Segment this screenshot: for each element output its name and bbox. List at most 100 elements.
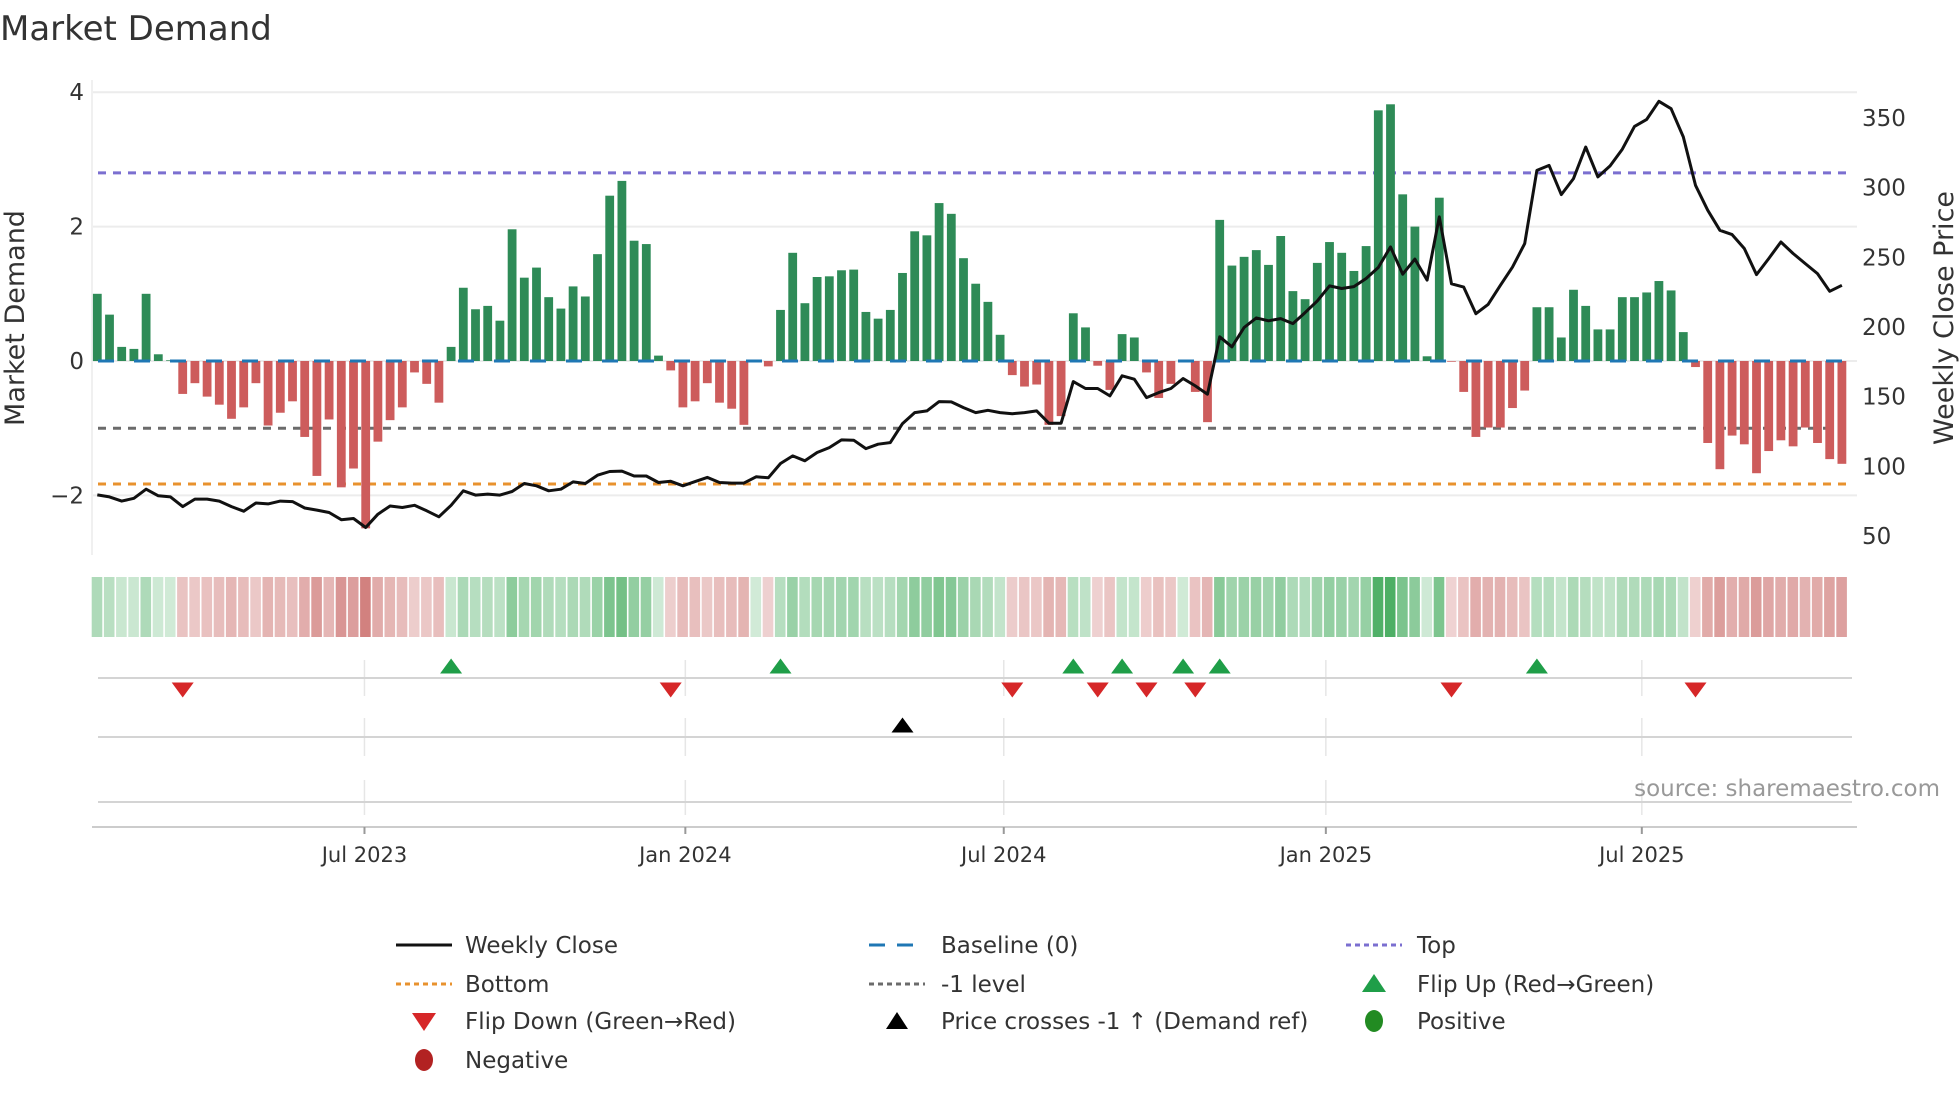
heatmap-cell [677,577,688,637]
positive-demand-bar [1129,337,1139,361]
negative-demand-bar [410,361,419,373]
negative-demand-bar [702,361,712,384]
positive-demand-bar [1349,270,1359,361]
positive-demand-bar [1630,297,1639,361]
positive-demand-bar [873,318,883,361]
negative-demand-bar [214,361,224,405]
positive-demand-bar [898,272,907,361]
negative-demand-bar [1190,361,1200,392]
positive-demand-bar [885,309,895,361]
heatmap-cell [384,577,396,637]
positive-demand-bar [1325,242,1334,361]
y2-tick-label: 250 [1862,245,1906,271]
heatmap-cell [1153,577,1164,637]
heatmap-cell [591,577,603,637]
positive-demand-bar [1264,264,1273,361]
heatmap-cell [1360,577,1372,637]
heatmap-cell [482,577,493,637]
heatmap-cell [1201,577,1213,637]
heatmap-cell [579,577,591,637]
negative-demand-bar [397,361,407,408]
positive-demand-bar [1410,226,1420,361]
negative-demand-bar [312,361,322,476]
positive-demand-bar [1617,297,1627,361]
negative-demand-bar [678,361,688,408]
heatmap-cell [262,577,274,637]
heatmap-cell [1726,577,1738,637]
heatmap-cell [116,577,127,637]
flip-down-marker [1086,682,1109,698]
negative-demand-bar [690,361,700,402]
heatmap-cell [823,577,835,637]
heatmap-cell [213,577,225,637]
positive-demand-bar [995,334,1005,361]
heatmap-cell [347,577,359,637]
heatmap-cell [1043,577,1054,637]
heatmap-cell [1189,577,1201,637]
heatmap-cell [1750,577,1762,637]
heatmap-cell [1458,577,1469,637]
legend-flip-down-icon [412,1013,436,1031]
heatmap-cell [1238,577,1250,637]
heatmap-cell [1348,577,1359,637]
positive-demand-bar [495,320,505,361]
heatmap-cell [799,577,810,637]
positive-demand-bar [1373,110,1383,362]
positive-demand-bar [1642,292,1652,361]
positive-demand-bar [1605,329,1615,361]
event-markers [171,658,1707,733]
heatmap-cell [396,577,408,637]
heatmap-cell [238,577,249,637]
positive-demand-bar [568,286,578,361]
heatmap-cell [896,577,908,637]
legend-price-cross-icon [886,1012,908,1029]
negative-demand-bar [1056,361,1066,417]
x-tick-label: Jul 2023 [320,843,407,867]
positive-demand-bar [92,293,102,361]
positive-demand-bar [471,309,480,361]
heatmap-cell [140,577,152,637]
heatmap-cell [1384,577,1396,637]
heatmap-cell [274,577,286,637]
positive-demand-bar [1081,327,1090,361]
heatmap-cell [1409,577,1420,637]
heatmap-cell [689,577,701,637]
heatmap-cell [1482,577,1494,637]
positive-demand-bar [105,314,114,361]
flip-down-marker [171,682,194,698]
heatmap-cell [457,577,469,637]
legend-flip-up-icon [1362,974,1386,992]
heatmap-cell [1092,577,1103,637]
heatmap-cell [616,577,627,637]
heatmap-cell [152,577,164,637]
negative-demand-bar [324,361,334,420]
heatmap-cell [299,577,310,637]
price-cross-marker [891,717,914,733]
weekly-close-line [97,99,1843,529]
x-tick-label: Jul 2024 [959,843,1046,867]
heatmap-cell [103,577,115,637]
legend-label: Baseline (0) [941,933,1078,959]
x-axis-ticks: Jul 2023 Jan 2024 Jul 2024 Jan 2025 Jul 2025 [320,827,1685,867]
positive-demand-bar [629,240,639,361]
flip-up-marker [1525,658,1548,674]
negative-demand-bar [1471,361,1481,437]
heatmap-cell [1079,577,1091,637]
positive-demand-bar [593,254,602,361]
flip-up-marker [440,658,463,674]
negative-demand-bar [739,361,749,425]
legend-label: -1 level [941,972,1026,998]
legend-positive-dot-icon [1365,1010,1383,1032]
heatmap-cell [1177,577,1189,637]
negative-demand-bar [1837,361,1847,464]
heatmap-cell [774,577,786,637]
positive-demand-bar [1654,281,1664,361]
positive-demand-bar [861,311,871,361]
positive-demand-bar [1251,250,1261,361]
heatmap-cell [250,577,261,637]
heatmap-cell [1275,577,1286,637]
heatmap-cell [286,577,298,637]
heatmap-cell [1580,577,1591,637]
positive-demand-bar [910,231,920,361]
flip-up-marker [769,658,792,674]
